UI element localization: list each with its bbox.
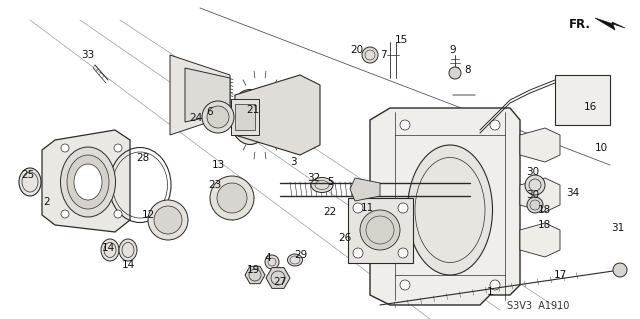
Circle shape (613, 263, 627, 277)
Text: 30: 30 (527, 167, 540, 177)
Bar (231, 99, 259, 135)
Text: 31: 31 (611, 223, 625, 233)
Polygon shape (185, 68, 230, 122)
Polygon shape (170, 55, 230, 135)
Circle shape (527, 197, 543, 213)
Polygon shape (245, 266, 265, 284)
Text: 17: 17 (554, 270, 566, 280)
Circle shape (490, 280, 500, 290)
Text: 25: 25 (21, 170, 35, 180)
Text: 19: 19 (246, 265, 260, 275)
Circle shape (114, 210, 122, 218)
Text: 2: 2 (44, 197, 51, 207)
Text: 14: 14 (122, 260, 134, 270)
Text: 24: 24 (189, 113, 203, 123)
Circle shape (398, 203, 408, 213)
Text: 26: 26 (339, 233, 351, 243)
Circle shape (202, 101, 234, 133)
Circle shape (360, 210, 400, 250)
Circle shape (398, 248, 408, 258)
Text: 11: 11 (360, 203, 374, 213)
Text: 14: 14 (101, 243, 115, 253)
Polygon shape (235, 75, 320, 155)
Text: 16: 16 (584, 102, 596, 112)
Polygon shape (595, 18, 625, 30)
Ellipse shape (235, 96, 265, 138)
Text: 5: 5 (326, 177, 333, 187)
Ellipse shape (230, 90, 270, 145)
Circle shape (525, 175, 545, 195)
Text: S3V3  A1910: S3V3 A1910 (507, 301, 569, 311)
Text: 33: 33 (81, 50, 95, 60)
Text: 1: 1 (486, 287, 493, 297)
Text: 28: 28 (136, 153, 150, 163)
Text: 15: 15 (394, 35, 408, 45)
Text: FR.: FR. (569, 18, 591, 31)
Bar (235, 104, 255, 130)
Text: 27: 27 (273, 277, 287, 287)
Ellipse shape (119, 239, 137, 261)
Text: 29: 29 (294, 250, 308, 260)
Ellipse shape (19, 168, 41, 196)
Ellipse shape (408, 145, 493, 275)
Text: 9: 9 (450, 45, 456, 55)
Circle shape (362, 47, 378, 63)
Circle shape (61, 144, 69, 152)
Polygon shape (520, 178, 560, 212)
Ellipse shape (101, 239, 119, 261)
Polygon shape (520, 223, 560, 257)
Text: 18: 18 (538, 220, 550, 230)
Text: 3: 3 (290, 157, 296, 167)
Circle shape (490, 120, 500, 130)
Ellipse shape (74, 164, 102, 200)
Text: 18: 18 (538, 205, 550, 215)
Circle shape (217, 183, 247, 213)
Text: 6: 6 (207, 107, 213, 117)
Circle shape (210, 176, 254, 220)
Ellipse shape (67, 155, 109, 209)
Text: 34: 34 (566, 188, 580, 198)
Ellipse shape (311, 177, 333, 192)
Circle shape (207, 106, 229, 128)
Text: 4: 4 (265, 253, 271, 263)
Polygon shape (350, 178, 380, 201)
Polygon shape (370, 108, 520, 305)
Circle shape (353, 203, 363, 213)
Bar (555, 75, 610, 125)
Circle shape (148, 200, 188, 240)
Text: 10: 10 (595, 143, 607, 153)
Text: 23: 23 (209, 180, 221, 190)
Text: 12: 12 (141, 210, 155, 220)
Circle shape (353, 248, 363, 258)
Circle shape (400, 120, 410, 130)
Ellipse shape (287, 254, 303, 266)
Bar (348, 198, 413, 263)
Ellipse shape (61, 147, 115, 217)
Circle shape (449, 67, 461, 79)
Circle shape (265, 255, 279, 269)
Text: 7: 7 (380, 50, 387, 60)
Polygon shape (42, 130, 130, 232)
Circle shape (114, 144, 122, 152)
Polygon shape (266, 268, 290, 288)
Polygon shape (520, 128, 560, 162)
Text: 21: 21 (246, 105, 260, 115)
Text: 30: 30 (527, 190, 540, 200)
Circle shape (61, 210, 69, 218)
Circle shape (154, 206, 182, 234)
Text: 20: 20 (351, 45, 364, 55)
Text: 32: 32 (307, 173, 321, 183)
Circle shape (400, 280, 410, 290)
Text: 13: 13 (211, 160, 225, 170)
Text: 22: 22 (323, 207, 337, 217)
Text: 8: 8 (465, 65, 471, 75)
